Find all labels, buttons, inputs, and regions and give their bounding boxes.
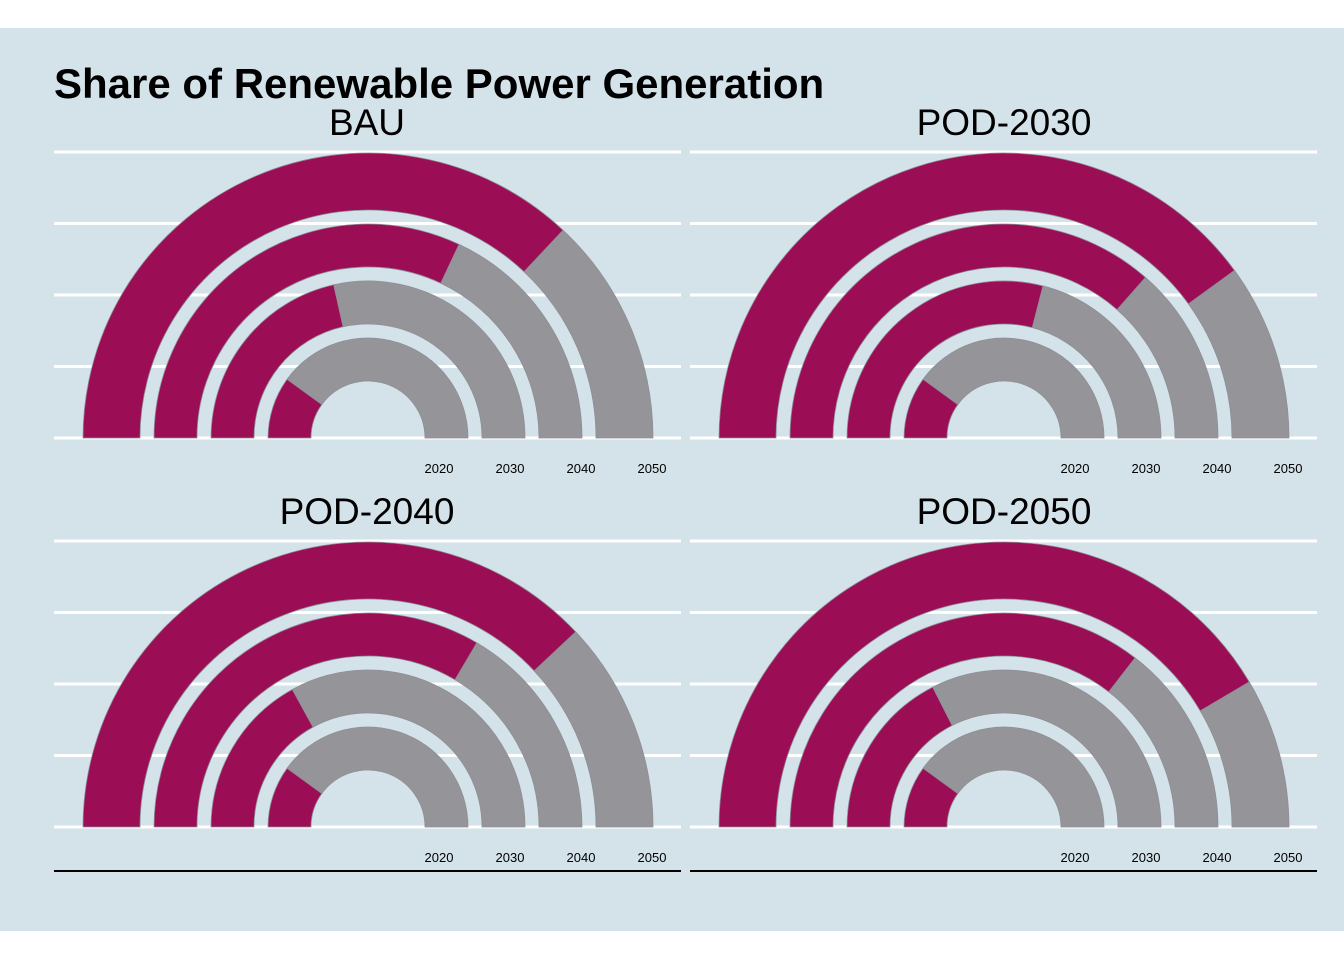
bar-other xyxy=(333,280,526,439)
panel-title: POD-2030 xyxy=(917,102,1092,143)
tick-label: 2020 xyxy=(1061,850,1090,865)
bar-other xyxy=(1108,657,1219,828)
panel-title: POD-2040 xyxy=(280,491,455,532)
bar-other xyxy=(286,726,469,828)
facet-panel: POD-2040 2020 2030 2040 2050 xyxy=(54,491,681,872)
bar-other xyxy=(533,631,654,828)
tick-label: 2040 xyxy=(567,461,596,476)
bar-other xyxy=(291,669,526,828)
tick-label: 2020 xyxy=(1061,461,1090,476)
bar-other xyxy=(1116,276,1219,439)
bar-other xyxy=(523,229,654,439)
bar-other xyxy=(1199,681,1290,828)
bar-other xyxy=(454,642,583,828)
bar-renewable xyxy=(82,152,564,439)
chart-title: Share of Renewable Power Generation xyxy=(54,60,824,107)
bar-other xyxy=(922,337,1105,439)
tick-label: 2050 xyxy=(1274,850,1303,865)
tick-label: 2030 xyxy=(496,850,525,865)
tick-label: 2030 xyxy=(496,461,525,476)
bar-other xyxy=(1031,285,1162,439)
tick-label: 2040 xyxy=(567,850,596,865)
bar-renewable xyxy=(789,612,1136,828)
tick-label: 2040 xyxy=(1203,850,1232,865)
bar-other xyxy=(440,243,583,439)
tick-label: 2030 xyxy=(1132,850,1161,865)
bar-renewable xyxy=(82,541,577,828)
panel-title: BAU xyxy=(329,102,405,143)
tick-label: 2020 xyxy=(425,850,454,865)
facet-panel: POD-2030 2020 2030 2040 2050 xyxy=(690,102,1317,476)
tick-label: 2050 xyxy=(1274,461,1303,476)
tick-label: 2040 xyxy=(1203,461,1232,476)
tick-label: 2020 xyxy=(425,461,454,476)
bar-other xyxy=(932,669,1162,828)
tick-label: 2050 xyxy=(638,461,667,476)
facet-panels: BAU 2020 2030 2040 2050 POD-2030 2020 2030 2040 2… xyxy=(54,102,1317,872)
bar-other xyxy=(286,337,469,439)
tick-label: 2030 xyxy=(1132,461,1161,476)
bar-renewable xyxy=(718,152,1236,439)
bar-other xyxy=(1187,269,1290,439)
facet-panel: BAU 2020 2030 2040 2050 xyxy=(54,102,681,476)
bar-renewable xyxy=(718,541,1250,828)
panel-title: POD-2050 xyxy=(917,491,1092,532)
tick-label: 2050 xyxy=(638,850,667,865)
bar-renewable xyxy=(153,223,460,439)
bar-renewable xyxy=(789,223,1147,439)
facet-panel: POD-2050 2020 2030 2040 2050 xyxy=(690,491,1317,872)
bar-other xyxy=(922,726,1105,828)
